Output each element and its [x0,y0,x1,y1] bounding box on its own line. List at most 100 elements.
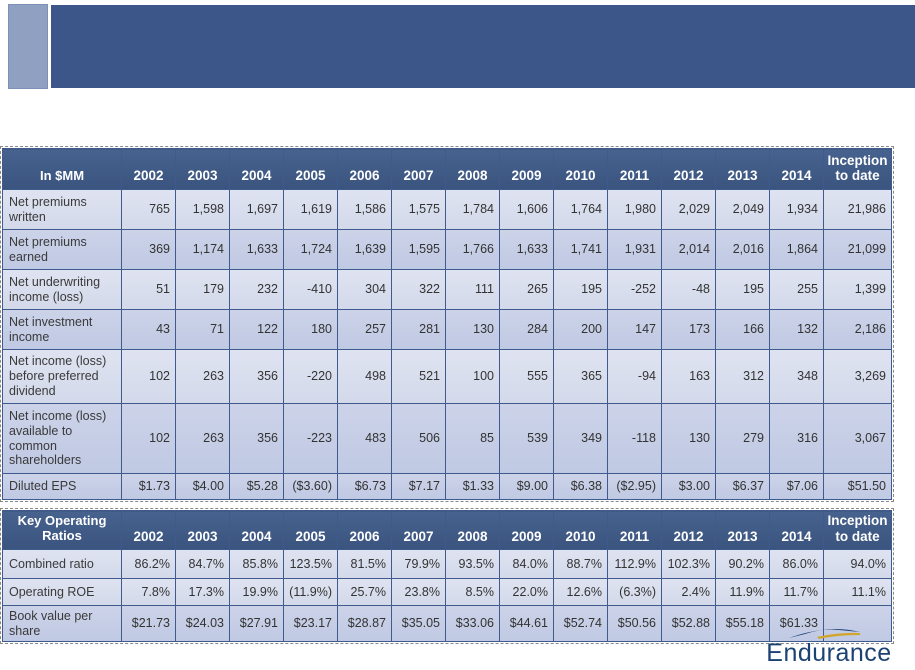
financial-cell-value: $9.00 [499,473,554,500]
financial-cell-value: 100 [445,349,500,404]
ratios-cell-value: $21.73 [121,605,176,643]
financial-cell-value: 349 [553,403,608,474]
logo-swoosh-icon [789,628,860,639]
financial-cell-value: -410 [283,269,338,310]
ratios-label-header: Key Operating Ratios [2,509,122,551]
ratios-cell-value: 17.3% [175,578,230,607]
ratios-column-header: 2006 [337,509,392,551]
ratios-cell-value: 81.5% [337,549,392,580]
ratios-cell-value: 11.9% [715,578,770,607]
endurance-logo: Endurance [749,628,909,668]
financial-cell-value: 1,724 [283,229,338,270]
financial-row: Net income (loss) available to common sh… [2,403,892,474]
financial-cell-value: 356 [229,349,284,404]
financial-column-header: 2009 [499,148,554,190]
ratios-cell-value: $33.06 [445,605,500,643]
financial-row: Net income (loss) before preferred divid… [2,349,892,404]
ratios-cell-value: 2.4% [661,578,716,607]
financial-row-label: Net premiums written [2,189,122,230]
ratios-cell-value: $44.61 [499,605,554,643]
financial-cell-value: 21,986 [823,189,892,230]
financial-cell-value: 2,029 [661,189,716,230]
financial-column-header: 2008 [445,148,500,190]
financial-cell-value: 498 [337,349,392,404]
financial-cell-value: 200 [553,309,608,350]
ratios-column-header: 2011 [607,509,662,551]
financial-cell-value: $1.33 [445,473,500,500]
ratios-cell-value: 11.1% [823,578,892,607]
financial-cell-value: 102 [121,349,176,404]
ratios-row: Book value per share $21.73 $24.03 $27.91 $2… [2,605,892,643]
financial-cell-value: 166 [715,309,770,350]
financial-cell-value: -48 [661,269,716,310]
financial-column-header: 2006 [337,148,392,190]
financial-column-header: 2005 [283,148,338,190]
financial-cell-value: 555 [499,349,554,404]
ratios-cell-value: 11.7% [769,578,824,607]
ratios-cell-value: 102.3% [661,549,716,580]
banner-accent-square [8,4,48,89]
financial-cell-value: 1,784 [445,189,500,230]
financial-cell-value: 43 [121,309,176,350]
financial-cell-value: 21,099 [823,229,892,270]
ratios-column-header: 2004 [229,509,284,551]
financial-cell-value: 51 [121,269,176,310]
financial-column-header: 2007 [391,148,446,190]
financial-cell-value: 2,014 [661,229,716,270]
financial-cell-value: -118 [607,403,662,474]
financial-cell-value: $51.50 [823,473,892,500]
financial-cell-value: $7.06 [769,473,824,500]
ratios-cell-value: 90.2% [715,549,770,580]
financial-cell-value: $6.37 [715,473,770,500]
financial-cell-value: 1,586 [337,189,392,230]
ratios-cell-value: $50.56 [607,605,662,643]
ratios-cell-value: 12.6% [553,578,608,607]
ratios-row-label: Operating ROE [2,578,122,607]
financial-cell-value: 1,764 [553,189,608,230]
financial-row: Net investment income 43 71 122 180 257 281 130… [2,309,892,350]
ratios-row: Operating ROE 7.8% 17.3% 19.9% (11.9%) 25.7% 2… [2,578,892,607]
financial-cell-value: 2,016 [715,229,770,270]
financial-cell-value: 1,931 [607,229,662,270]
financial-cell-value: 1,633 [499,229,554,270]
ratios-cell-value: 94.0% [823,549,892,580]
financial-cell-value: 130 [661,403,716,474]
financial-cell-value: 483 [337,403,392,474]
financial-column-header: Inception to date [823,148,892,190]
financial-cell-value: 1,980 [607,189,662,230]
ratios-cell-value: 84.0% [499,549,554,580]
financial-column-header: 2002 [121,148,176,190]
ratios-column-header: 2010 [553,509,608,551]
ratios-column-header: 2007 [391,509,446,551]
financial-cell-value: $3.00 [661,473,716,500]
financial-cell-value: 281 [391,309,446,350]
ratios-column-header: 2003 [175,509,230,551]
financial-cell-value: 179 [175,269,230,310]
financial-cell-value: 147 [607,309,662,350]
financial-row-label: Net underwriting income (loss) [2,269,122,310]
financial-cell-value: -94 [607,349,662,404]
ratios-cell-value: (11.9%) [283,578,338,607]
financial-row-label: Net income (loss) available to common sh… [2,403,122,474]
financial-cell-value: 506 [391,403,446,474]
financial-cell-value: 1,399 [823,269,892,310]
financial-cell-value: -252 [607,269,662,310]
financial-summary-table: In $MM 2002 2003 2004 2005 2006 2007 2008 2009 20… [0,146,894,502]
financial-cell-value: $7.17 [391,473,446,500]
ratios-column-header: 2002 [121,509,176,551]
ratios-column-header: Inception to date [823,509,892,551]
ratios-cell-value: 19.9% [229,578,284,607]
financial-row: Net underwriting income (loss) 51 179 232 -4… [2,269,892,310]
financial-cell-value: 1,619 [283,189,338,230]
financial-cell-value: 1,697 [229,189,284,230]
ratios-cell-value: 8.5% [445,578,500,607]
ratios-cell-value: 112.9% [607,549,662,580]
ratios-cell-value: 88.7% [553,549,608,580]
ratios-column-header: 2009 [499,509,554,551]
financial-cell-value: 316 [769,403,824,474]
financial-cell-value: $6.73 [337,473,392,500]
financial-cell-value: 132 [769,309,824,350]
ratios-column-header: 2014 [769,509,824,551]
financial-cell-value: 163 [661,349,716,404]
financial-column-header: 2013 [715,148,770,190]
